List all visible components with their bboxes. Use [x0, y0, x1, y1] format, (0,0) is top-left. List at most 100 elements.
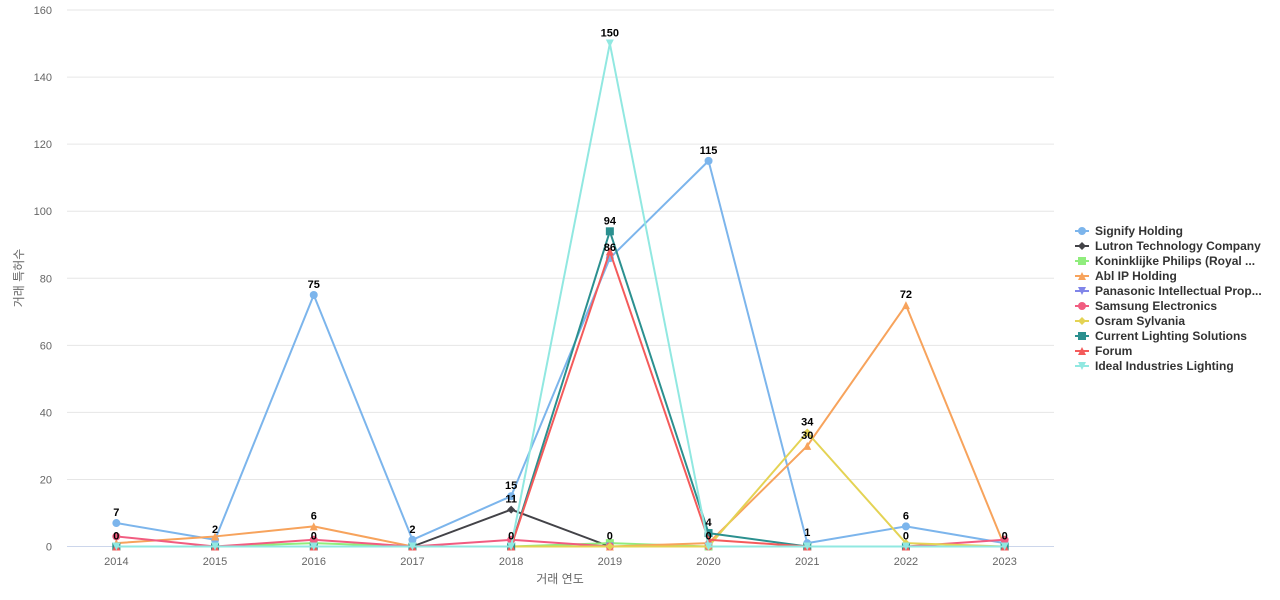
x-axis-ticks: 2014 2015 2016 2017 2018 2019 2020 2021 2022 2023	[104, 556, 1017, 568]
data-labels: 7 0 2 75 6 0 2 15 11 0 150 94 86 0 115 4 0 34 30 1 72 6 0 0	[113, 28, 1007, 543]
legend-label: Abl IP Holding	[1095, 269, 1177, 283]
data-label: 72	[900, 289, 912, 301]
data-label: 75	[308, 279, 320, 291]
data-point	[112, 519, 121, 528]
y-axis-title: 거래 특허수	[12, 249, 26, 308]
legend-item[interactable]: Koninklijke Philips (Royal ...	[1075, 254, 1255, 268]
series-line	[115, 431, 1006, 548]
series-group	[112, 39, 1009, 551]
x-tick-label: 2014	[104, 556, 128, 568]
data-point	[507, 505, 516, 514]
series-4	[112, 301, 1009, 551]
y-tick-label: 80	[40, 273, 52, 285]
x-tick-label: 2017	[400, 556, 424, 568]
y-tick-label: 100	[34, 206, 52, 218]
y-tick-label: 120	[34, 139, 52, 151]
grid-lines	[67, 9, 1054, 480]
data-label: 0	[903, 531, 909, 543]
data-point	[704, 535, 713, 544]
legend-label: Forum	[1095, 344, 1132, 358]
legend-item[interactable]: Osram Sylvania	[1075, 314, 1185, 328]
legend-item[interactable]: Current Lighting Solutions	[1075, 329, 1247, 343]
data-point	[507, 542, 516, 551]
legend-marker	[1078, 332, 1086, 340]
data-label: 4	[705, 517, 712, 529]
legend-marker	[1078, 287, 1086, 295]
data-label: 7	[113, 507, 119, 519]
series-line	[115, 304, 1006, 548]
data-label: 34	[801, 416, 814, 428]
data-point	[309, 522, 318, 531]
data-point	[901, 542, 910, 551]
legend-marker	[1078, 347, 1086, 355]
y-tick-label: 160	[34, 5, 52, 17]
data-point	[408, 542, 417, 551]
series-8	[112, 227, 1009, 551]
data-point	[309, 535, 318, 544]
data-label: 86	[604, 242, 616, 254]
legend-label: Lutron Technology Company	[1095, 239, 1261, 253]
data-point	[901, 522, 910, 531]
legend-label: Koninklijke Philips (Royal ...	[1095, 254, 1255, 268]
x-axis-title: 거래 연도	[536, 572, 584, 586]
legend-label: Samsung Electronics	[1095, 299, 1217, 313]
legend-marker	[1078, 317, 1086, 325]
data-label: 0	[311, 531, 317, 543]
series-10	[112, 39, 1009, 551]
data-point	[803, 441, 812, 450]
data-point	[309, 542, 318, 551]
data-label: 94	[604, 215, 617, 227]
data-point	[704, 529, 713, 538]
data-point	[605, 227, 614, 236]
data-label: 0	[705, 531, 711, 543]
data-label: 0	[1002, 531, 1008, 543]
data-point	[507, 492, 516, 501]
legend-marker	[1078, 272, 1086, 280]
series-line	[115, 42, 1006, 548]
legend-item[interactable]: Panasonic Intellectual Prop...	[1075, 284, 1262, 298]
data-point	[605, 247, 614, 256]
data-label: 2	[409, 524, 415, 536]
x-tick-label: 2021	[795, 556, 819, 568]
legend-marker	[1078, 227, 1086, 235]
x-tick-label: 2023	[992, 556, 1016, 568]
legend-marker	[1078, 242, 1086, 250]
legend-label: Current Lighting Solutions	[1095, 329, 1247, 343]
data-point	[1000, 535, 1009, 544]
legend-item[interactable]: Lutron Technology Company	[1075, 239, 1261, 253]
data-point	[605, 542, 614, 551]
legend-item[interactable]: Ideal Industries Lighting	[1075, 359, 1234, 373]
legend-item[interactable]: Abl IP Holding	[1075, 269, 1177, 283]
legend-item[interactable]: Signify Holding	[1075, 224, 1183, 238]
x-tick-label: 2015	[203, 556, 227, 568]
data-label: 6	[311, 510, 317, 522]
data-point	[112, 542, 121, 551]
legend-marker	[1078, 257, 1086, 265]
data-label: 1	[804, 527, 810, 539]
data-point	[704, 156, 713, 165]
data-label: 0	[508, 531, 514, 543]
y-tick-label: 140	[34, 72, 52, 84]
data-point	[803, 428, 812, 437]
legend-label: Panasonic Intellectual Prop...	[1095, 284, 1262, 298]
data-label: 0	[607, 531, 613, 543]
legend-item[interactable]: Samsung Electronics	[1075, 299, 1217, 313]
legend-item[interactable]: Forum	[1075, 344, 1132, 358]
data-label: 15	[505, 480, 517, 492]
data-point	[408, 535, 417, 544]
x-tick-label: 2019	[598, 556, 622, 568]
legend-label: Signify Holding	[1095, 224, 1183, 238]
y-axis-ticks: 0 20 40 60 80 100 120 140 160	[34, 5, 52, 554]
data-point	[704, 542, 713, 551]
legend-marker	[1078, 302, 1086, 310]
x-tick-label: 2018	[499, 556, 523, 568]
data-point	[605, 39, 614, 48]
legend-label: Ideal Industries Lighting	[1095, 359, 1234, 373]
data-label: 115	[700, 145, 718, 157]
data-point	[211, 532, 220, 541]
data-label: 150	[601, 28, 619, 40]
data-point	[309, 291, 318, 300]
y-tick-label: 0	[46, 542, 52, 554]
